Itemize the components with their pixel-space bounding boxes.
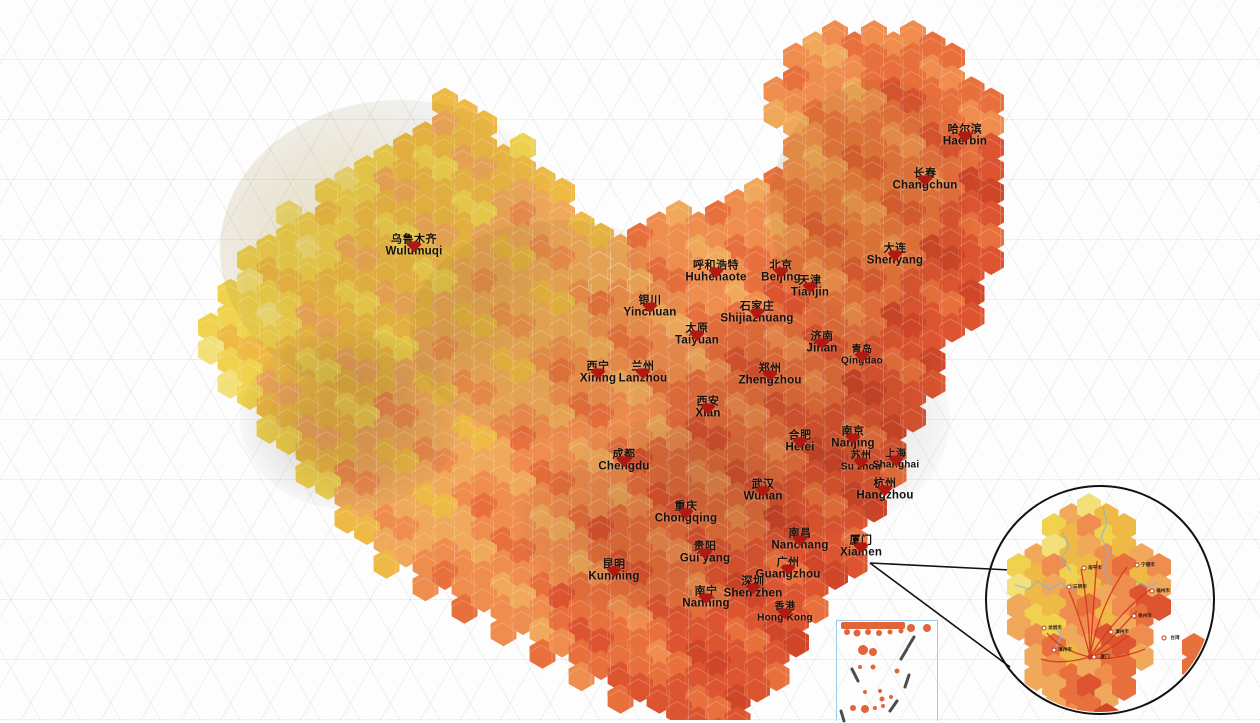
inset-city-dot — [1149, 588, 1155, 594]
inset-city-dot — [1066, 584, 1072, 590]
inset-city-dot — [1161, 635, 1167, 641]
inset-city-dot — [1081, 565, 1087, 571]
inset-city-dot — [1134, 562, 1140, 568]
magnifier-ring — [985, 485, 1215, 715]
inset-city-dot — [1131, 613, 1137, 619]
inset-city-dot — [1051, 647, 1057, 653]
inset-city-dot — [1091, 654, 1097, 660]
inset-city-dot — [1041, 625, 1047, 631]
inset-city-dot — [1108, 629, 1114, 635]
magnifier-leader-lines — [869, 562, 1011, 668]
fujian-magnifier-inset — [985, 485, 1215, 715]
south-china-sea-inset — [836, 620, 938, 723]
